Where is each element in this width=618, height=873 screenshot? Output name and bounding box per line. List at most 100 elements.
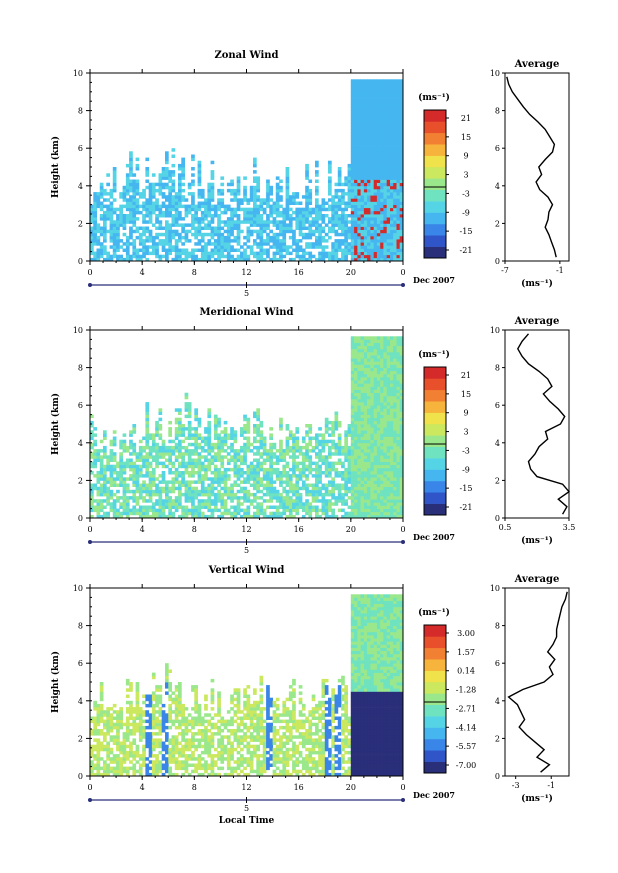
heatmap-cell [393, 141, 397, 146]
heatmap-cell [370, 411, 375, 415]
heatmap-cell [155, 254, 159, 259]
heatmap-cell [184, 492, 189, 497]
heatmap-cell [145, 505, 150, 509]
heatmap-cell [145, 417, 150, 422]
heatmap-cell [373, 492, 378, 497]
heatmap-cell [376, 138, 381, 143]
heatmap-cell [148, 508, 153, 513]
heatmap-cell [393, 235, 397, 240]
heatmap-cell [109, 492, 114, 497]
heatmap-cell [370, 79, 375, 83]
average-frame [504, 72, 570, 262]
heatmap-cell [207, 408, 212, 412]
heatmap-cell [390, 116, 394, 121]
heatmap-cell [266, 182, 270, 187]
heatmap-cell [360, 210, 365, 215]
heatmap-cell [318, 442, 322, 447]
heatmap-cell [158, 226, 163, 230]
heatmap-cell [168, 499, 172, 503]
heatmap-cell [191, 167, 195, 171]
heatmap-cell [383, 483, 388, 487]
heatmap-cell [370, 389, 375, 393]
heatmap-cell [292, 483, 296, 487]
heatmap-cell [230, 188, 234, 193]
heatmap-cell [158, 505, 163, 509]
heatmap-cell [390, 480, 394, 484]
heatmap-cell [200, 461, 205, 466]
heatmap-cell [321, 511, 326, 516]
heatmap-cell [363, 402, 368, 406]
heatmap-cell [236, 477, 241, 481]
heatmap-cell [367, 120, 371, 124]
heatmap-cell [350, 392, 355, 397]
heatmap-cell [301, 226, 306, 230]
heatmap-cell [96, 226, 101, 230]
heatmap-cell [220, 499, 225, 503]
heatmap-cell [390, 348, 394, 353]
heatmap-cell [109, 439, 114, 444]
heatmap-cell [116, 242, 120, 246]
heatmap-cell [350, 91, 355, 96]
heatmap-cell [220, 442, 225, 447]
heatmap-cell [305, 492, 309, 497]
heatmap-cell [363, 179, 368, 183]
heatmap-cell [367, 474, 371, 478]
heatmap-cell [399, 82, 404, 86]
heatmap-cell [370, 182, 375, 187]
heatmap-cell [165, 496, 169, 500]
heatmap-cell [243, 257, 247, 262]
heatmap-cell [360, 348, 365, 353]
heatmap-cell [373, 402, 378, 406]
heatmap-cell [168, 201, 172, 205]
heatmap-cell [390, 254, 394, 259]
heatmap-cell [246, 477, 251, 481]
heatmap-cell [386, 383, 391, 387]
heatmap-cell [386, 182, 391, 187]
heatmap-cell [138, 492, 143, 497]
heatmap-cell [119, 480, 123, 484]
heatmap-cell [96, 492, 101, 497]
heatmap-cell [135, 185, 140, 190]
heatmap-cell [210, 511, 215, 516]
heatmap-cell [106, 182, 110, 187]
heatmap-cell [363, 499, 368, 503]
heatmap-cell [171, 514, 176, 519]
heatmap-cell [311, 223, 316, 227]
heatmap-cell [226, 251, 231, 256]
heatmap-cell [393, 226, 397, 230]
heatmap-cell [240, 257, 244, 262]
heatmap-cell [266, 505, 270, 509]
heatmap-cell [243, 242, 247, 246]
heatmap-cell [393, 380, 397, 384]
heatmap-cell [191, 499, 195, 503]
heatmap-cell [168, 458, 172, 462]
heatmap-cell [380, 170, 384, 174]
heatmap-cell [367, 145, 371, 149]
heatmap-cell [194, 257, 198, 262]
heatmap-cell [390, 104, 394, 108]
heatmap-cell [324, 427, 329, 431]
heatmap-cell [380, 251, 384, 256]
heatmap-cell [119, 505, 123, 509]
heatmap-cell [321, 458, 326, 462]
heatmap-cell [357, 395, 362, 400]
heatmap-cell [367, 79, 371, 83]
heatmap-cell [367, 427, 371, 431]
heatmap-cell [318, 204, 322, 209]
heatmap-cell [390, 145, 394, 149]
heatmap-cell [376, 508, 381, 513]
heatmap-cell [399, 141, 404, 146]
heatmap-cell [376, 167, 381, 171]
heatmap-cell [301, 210, 306, 215]
heatmap-cell [386, 198, 391, 202]
heatmap-cell [259, 223, 264, 227]
heatmap-cell [298, 210, 303, 215]
heatmap-cell [367, 370, 371, 375]
heatmap-cell [383, 480, 388, 484]
heatmap-cell [161, 489, 166, 494]
heatmap-cell [168, 452, 172, 456]
heatmap-cell [223, 455, 228, 459]
heatmap-cell [272, 235, 277, 240]
heatmap-cell [370, 348, 375, 353]
heatmap-cell [138, 496, 143, 500]
